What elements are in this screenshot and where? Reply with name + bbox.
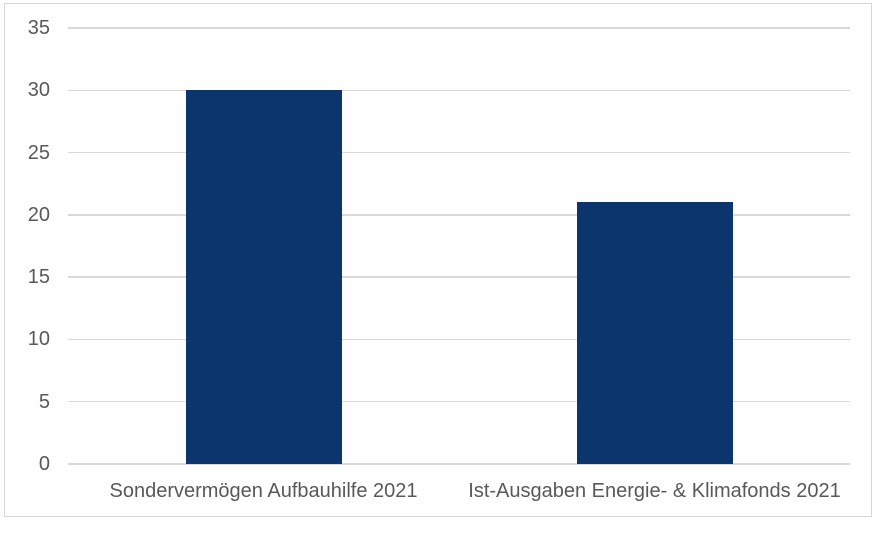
gridline — [68, 338, 850, 341]
category-label: Sondervermögen Aufbauhilfe 2021 — [109, 480, 418, 502]
y-axis-tick-label: 30 — [27, 79, 50, 102]
y-axis-tick-label: 20 — [27, 203, 50, 226]
y-axis-tick-label: 0 — [38, 453, 50, 475]
y-axis-tick-label: 15 — [27, 266, 50, 289]
gridline — [68, 276, 850, 278]
y-axis-tick-label: 5 — [38, 390, 50, 413]
chart-frame — [4, 3, 872, 517]
gridline — [68, 151, 850, 154]
category-label: Ist-Ausgaben Energie- & Klimafonds 2021 — [468, 480, 841, 502]
gridline — [68, 463, 850, 465]
gridline — [68, 89, 850, 92]
gridline — [68, 400, 850, 403]
gridline — [68, 27, 850, 29]
y-axis-tick-label: 25 — [27, 141, 50, 164]
y-axis-tick-label: 10 — [27, 328, 50, 351]
bar — [576, 202, 733, 464]
y-axis-tick-label: 35 — [27, 17, 50, 39]
gridline — [68, 214, 850, 216]
bar — [185, 90, 342, 464]
